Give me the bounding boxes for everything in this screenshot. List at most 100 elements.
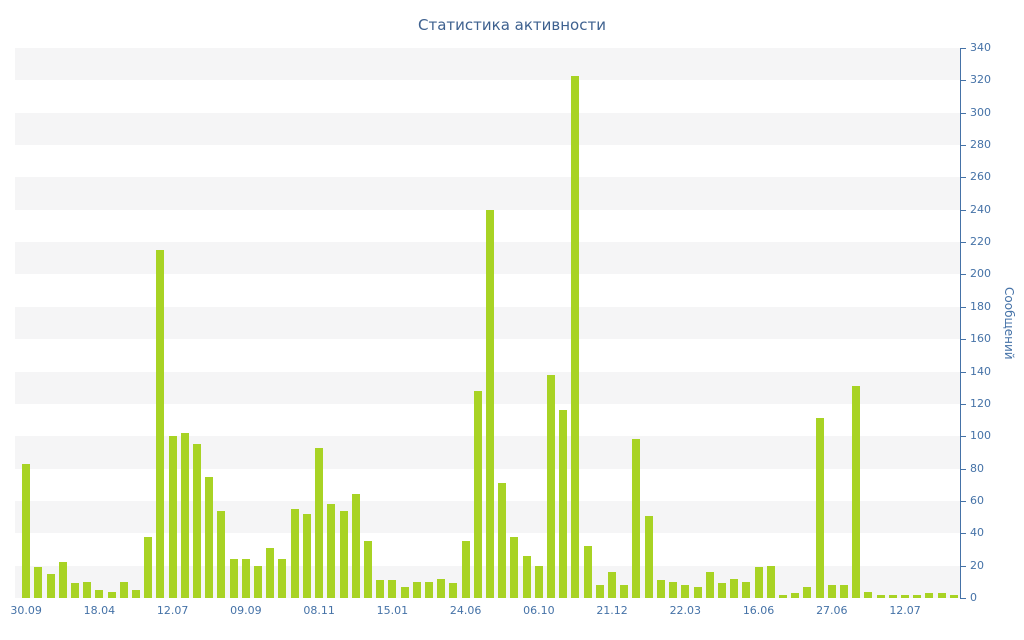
- chart-bar[interactable]: [754, 567, 763, 598]
- chart-bar[interactable]: [22, 463, 31, 598]
- chart-bar[interactable]: [437, 578, 446, 598]
- chart-bar[interactable]: [742, 581, 751, 598]
- chart-bar[interactable]: [388, 580, 397, 598]
- y-tick-label: 40: [970, 526, 984, 540]
- chart-bar[interactable]: [254, 565, 263, 598]
- chart-bar[interactable]: [669, 581, 678, 598]
- chart-bar[interactable]: [327, 504, 336, 598]
- chart-bar[interactable]: [83, 581, 92, 598]
- chart-bar[interactable]: [681, 585, 690, 598]
- chart-bar[interactable]: [107, 591, 116, 598]
- chart-bar[interactable]: [595, 585, 604, 598]
- chart-bar[interactable]: [840, 585, 849, 598]
- chart-bar[interactable]: [583, 546, 592, 598]
- y-axis-tick: [960, 598, 966, 599]
- chart-bar[interactable]: [620, 585, 629, 598]
- chart-bar[interactable]: [58, 562, 67, 598]
- plot-stripe: [15, 112, 960, 146]
- chart-bar[interactable]: [864, 591, 873, 598]
- chart-bar[interactable]: [608, 572, 617, 598]
- chart-bar[interactable]: [522, 555, 531, 598]
- chart-bar[interactable]: [217, 510, 226, 598]
- chart-bar[interactable]: [486, 209, 494, 598]
- chart-bar[interactable]: [803, 586, 812, 598]
- chart-bar[interactable]: [363, 541, 372, 598]
- chart-bar[interactable]: [193, 444, 201, 598]
- x-tick-label: 06.10: [523, 604, 555, 617]
- chart-bar[interactable]: [95, 589, 104, 598]
- chart-bar[interactable]: [473, 390, 482, 598]
- chart-bar[interactable]: [229, 559, 238, 598]
- chart-bar[interactable]: [632, 439, 641, 598]
- chart-bar[interactable]: [937, 593, 946, 598]
- y-axis-tick: [960, 436, 966, 438]
- chart-bar[interactable]: [827, 585, 836, 598]
- chart-bar[interactable]: [205, 476, 214, 598]
- chart-bar[interactable]: [888, 594, 897, 598]
- chart-bar[interactable]: [559, 410, 568, 598]
- chart-bar[interactable]: [547, 374, 556, 598]
- chart-bar[interactable]: [949, 594, 958, 598]
- chart-bar[interactable]: [815, 418, 824, 598]
- y-axis-tick: [960, 371, 966, 373]
- y-axis-title: Сообщений: [1002, 286, 1016, 360]
- chart-bar[interactable]: [266, 547, 275, 598]
- plot-stripe: [15, 48, 960, 81]
- chart-bar[interactable]: [412, 581, 421, 598]
- chart-bar[interactable]: [34, 567, 43, 598]
- chart-bar[interactable]: [778, 594, 787, 598]
- chart-bar[interactable]: [119, 581, 128, 598]
- chart-bar[interactable]: [339, 510, 348, 598]
- y-axis-tick: [960, 500, 966, 502]
- chart-bar[interactable]: [241, 559, 250, 598]
- chart-bar[interactable]: [730, 578, 739, 598]
- chart-bar[interactable]: [180, 433, 189, 598]
- chart-bar[interactable]: [302, 513, 311, 598]
- y-axis-tick: [960, 80, 966, 82]
- chart-bar[interactable]: [693, 586, 702, 598]
- chart-bar[interactable]: [449, 583, 458, 598]
- chart-bar[interactable]: [876, 594, 885, 598]
- chart-bar[interactable]: [376, 580, 385, 598]
- chart-bar[interactable]: [510, 536, 519, 598]
- y-tick-label: 100: [970, 429, 991, 443]
- y-tick-label: 340: [970, 41, 991, 54]
- chart-bar[interactable]: [925, 593, 934, 598]
- chart-bar[interactable]: [766, 565, 775, 598]
- chart-bar[interactable]: [852, 386, 861, 598]
- chart-bar[interactable]: [351, 494, 360, 598]
- x-tick-label: 21.12: [596, 604, 628, 617]
- chart-bar[interactable]: [498, 483, 507, 598]
- chart-bar[interactable]: [717, 583, 726, 598]
- chart-bar[interactable]: [400, 586, 409, 598]
- chart-bar[interactable]: [46, 573, 55, 598]
- y-tick-label: 60: [970, 493, 984, 507]
- chart-bar[interactable]: [278, 559, 287, 598]
- y-axis-tick: [960, 112, 966, 114]
- y-axis-tick: [960, 145, 966, 147]
- y-axis-tick: [960, 468, 966, 470]
- chart-bar[interactable]: [290, 509, 299, 598]
- y-tick-label: 160: [970, 332, 991, 346]
- chart-bar[interactable]: [131, 589, 140, 598]
- chart-bar[interactable]: [571, 75, 580, 598]
- chart-bar[interactable]: [901, 594, 910, 598]
- y-tick-label: 20: [970, 558, 984, 572]
- y-axis-tick: [960, 274, 966, 276]
- chart-bar[interactable]: [656, 580, 665, 598]
- y-tick-label: 260: [970, 170, 991, 184]
- chart-bar[interactable]: [534, 565, 543, 598]
- chart-bar[interactable]: [461, 541, 470, 598]
- chart-bar[interactable]: [791, 593, 800, 598]
- chart-bar[interactable]: [424, 581, 433, 598]
- chart-bar[interactable]: [156, 250, 165, 598]
- chart-bar[interactable]: [644, 515, 653, 598]
- chart-bar[interactable]: [70, 583, 79, 598]
- y-tick-label: 0: [970, 591, 977, 604]
- chart-bar[interactable]: [315, 447, 324, 598]
- chart-bar[interactable]: [144, 536, 153, 598]
- chart-bar[interactable]: [705, 572, 714, 598]
- chart-bar[interactable]: [168, 436, 177, 598]
- chart-bar[interactable]: [913, 594, 922, 598]
